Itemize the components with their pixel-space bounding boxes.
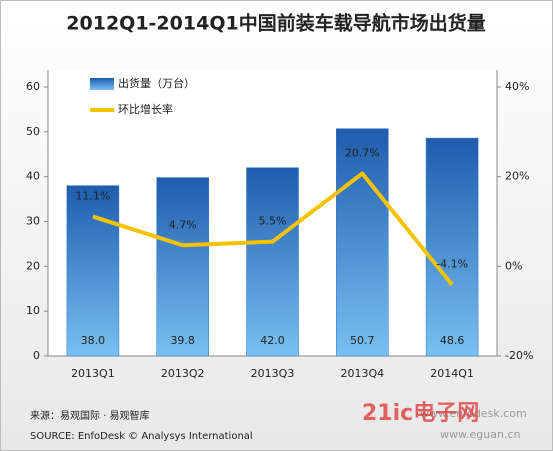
y-tick-label: 10: [26, 304, 40, 317]
line-value-label: -4.1%: [436, 258, 468, 271]
legend-label: 出货量（万台）: [118, 76, 195, 90]
y2-tick-label: -20%: [505, 349, 533, 362]
source: SOURCE: EnfoDesk © Analysys Internationa…: [30, 431, 253, 442]
line: [92, 171, 454, 286]
line-value-label: 20.7%: [345, 147, 380, 160]
x-tick-label: 2013Q2: [161, 367, 205, 380]
bar: [66, 185, 120, 357]
y2-tick-label: 0%: [505, 259, 522, 272]
y-tick-label: 30: [26, 215, 40, 228]
y-tick-label: 0: [33, 349, 40, 362]
x-tick-label: 2013Q3: [251, 367, 295, 380]
bar-value-label: 39.8: [170, 334, 195, 347]
watermark: www.enfodesk.com: [420, 407, 527, 420]
line-value-label: 5.5%: [259, 215, 287, 228]
y2-tick-label: 20%: [505, 170, 529, 183]
x-tick-label: 2014Q1: [430, 367, 474, 380]
bar-value-label: 38.0: [81, 334, 106, 347]
watermark: 21ic电子网: [362, 401, 479, 426]
bar: [336, 128, 389, 357]
source: 来源：易观国际 · 易观智库: [30, 409, 150, 422]
bar: [246, 167, 299, 357]
legend-label: 环比增长率: [118, 102, 173, 116]
y-tick-label: 20: [26, 259, 40, 272]
x-tick-label: 2013Q1: [71, 367, 115, 380]
y-tick-label: 40: [26, 170, 40, 183]
legend-swatch: [90, 78, 114, 90]
bar: [156, 177, 209, 357]
y-tick-label: 60: [26, 80, 40, 93]
line-value-label: 11.1%: [75, 190, 110, 203]
watermark: www.eguan.cn: [440, 428, 520, 441]
line-value-label: 4.7%: [169, 218, 197, 231]
x-tick-label: 2013Q4: [340, 367, 384, 380]
y2-tick-label: 40%: [505, 80, 529, 93]
bar: [425, 137, 479, 357]
bar-value-label: 50.7: [350, 334, 375, 347]
bar-value-label: 42.0: [260, 334, 285, 347]
bar-value-label: 48.6: [440, 334, 465, 347]
chart-title: 2012Q1-2014Q1中国前装车载导航市场出货量: [66, 12, 485, 35]
y-tick-label: 50: [26, 125, 40, 138]
